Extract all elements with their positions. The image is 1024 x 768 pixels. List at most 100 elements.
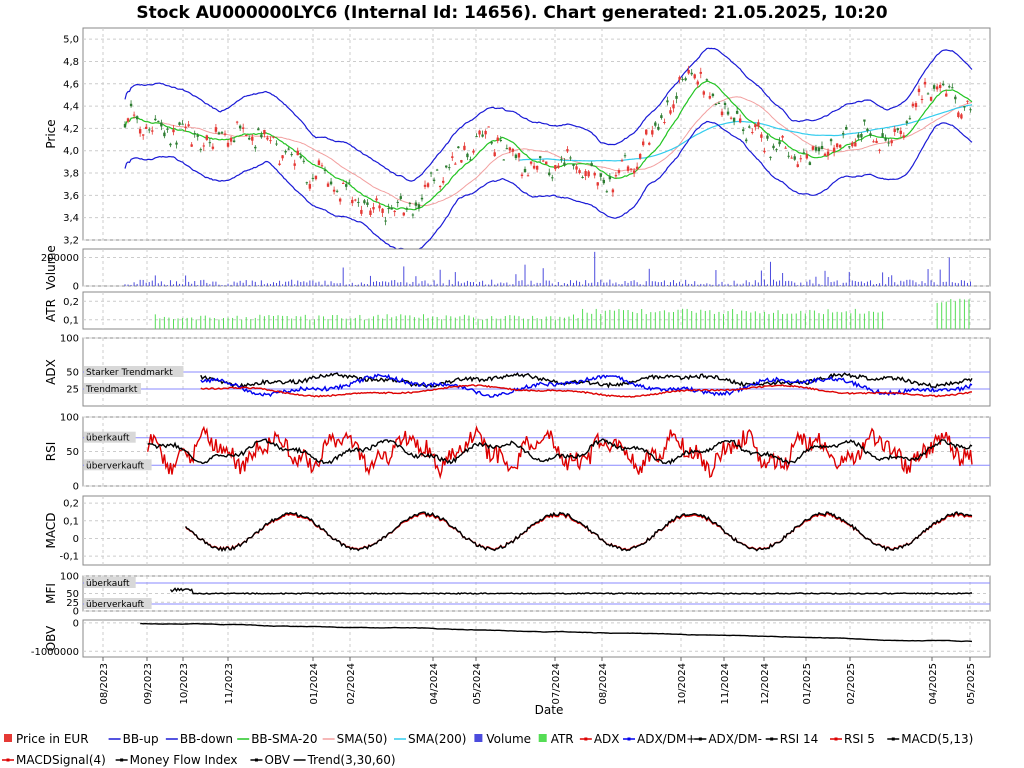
candle-body xyxy=(948,86,951,88)
candle-body xyxy=(884,137,887,141)
candle-body xyxy=(281,155,284,159)
candle-body xyxy=(481,134,484,137)
candle-body xyxy=(802,152,806,154)
legend-label: BB-up xyxy=(123,732,159,746)
legend-label: RSI 14 xyxy=(780,732,819,746)
candle-body xyxy=(411,214,415,216)
candle-body xyxy=(296,150,299,156)
candle-body xyxy=(902,135,906,138)
candle-body xyxy=(502,159,506,161)
panel-adx: 100 50 25 ADX Starker Trendmarkt Trendmarkt xyxy=(44,334,991,407)
candle-body xyxy=(966,100,969,102)
price-tick-label: 4,6 xyxy=(63,79,79,90)
price-tick-label: 3,4 xyxy=(63,213,79,224)
legend-label: SMA(200) xyxy=(408,732,466,746)
candle-body xyxy=(490,142,493,144)
mfi-axis-label: MFI xyxy=(44,583,58,604)
candle-body xyxy=(832,147,836,153)
bb-sma20-line xyxy=(124,80,973,211)
candle-body xyxy=(184,126,187,128)
sma200-line xyxy=(518,104,973,162)
candle-body xyxy=(220,132,224,134)
candle-body xyxy=(860,133,863,138)
x-tick-label: 07/2024 xyxy=(551,663,562,705)
candle-body xyxy=(951,87,954,89)
candle-body xyxy=(769,156,772,158)
candle-body xyxy=(748,126,751,128)
x-tick-label: 08/2024 xyxy=(598,663,609,705)
candle-body xyxy=(305,182,309,184)
candle-body xyxy=(196,135,199,137)
legend-item: BB-down xyxy=(165,732,233,746)
candle-body xyxy=(148,129,151,131)
candle-body xyxy=(275,143,278,145)
rsi-zone-box xyxy=(84,459,152,471)
candle-body xyxy=(311,177,315,179)
candle-body xyxy=(705,79,709,81)
candle-body xyxy=(163,132,166,137)
candle-body xyxy=(875,140,878,143)
candle-body xyxy=(711,93,715,97)
candle-body xyxy=(257,128,260,131)
legend-marker xyxy=(698,737,702,741)
candle-body xyxy=(638,154,642,159)
candle-body xyxy=(775,149,778,151)
candle-body xyxy=(538,156,542,158)
candle-body xyxy=(399,196,402,199)
mfi-zone-label: überkauft xyxy=(86,579,130,589)
candle-body xyxy=(666,100,669,103)
candle-body xyxy=(266,137,269,140)
sma50-line xyxy=(124,96,973,207)
candle-body xyxy=(417,204,421,209)
candle-body xyxy=(584,171,587,176)
candle-body xyxy=(820,145,824,150)
macd-axis-label: MACD xyxy=(44,513,58,549)
legend-item: ADX/DM- xyxy=(694,732,762,746)
legend-item: Trend(3,30,60) xyxy=(293,753,396,767)
candle-body xyxy=(702,91,706,95)
x-tick-label: 11/2024 xyxy=(720,663,731,705)
bb-up-line xyxy=(124,47,973,182)
candle-body xyxy=(326,183,330,187)
candle-body xyxy=(478,130,481,135)
candle-body xyxy=(696,81,699,85)
candle-body xyxy=(887,142,890,144)
candle-body xyxy=(560,158,563,160)
candle-body xyxy=(293,163,296,166)
adx-axis-label: ADX xyxy=(44,359,58,385)
legend-label: ADX/DM- xyxy=(708,732,762,746)
atr-bars xyxy=(154,298,970,329)
candle-body xyxy=(387,208,390,210)
candle-body xyxy=(202,145,205,147)
candle-body xyxy=(732,117,736,122)
candle-body xyxy=(372,207,375,210)
price-tick-label: 4,4 xyxy=(63,102,79,113)
candle-body xyxy=(745,139,748,142)
candle-body xyxy=(672,104,675,109)
candle-body xyxy=(690,72,693,75)
candle-body xyxy=(645,129,648,135)
candle-body xyxy=(129,103,133,107)
candle-body xyxy=(817,147,821,152)
chart-title: Stock AU000000LYC6 (Internal Id: 14656).… xyxy=(136,3,887,23)
candle-body xyxy=(778,141,781,145)
candle-body xyxy=(157,120,160,122)
candle-body xyxy=(969,109,972,111)
price-tick-label: 5,0 xyxy=(63,35,79,46)
candle-body xyxy=(332,189,336,192)
candle-body xyxy=(545,161,548,165)
candle-body xyxy=(814,147,818,151)
candle-body xyxy=(320,165,324,167)
candle-body xyxy=(354,199,357,201)
candle-body xyxy=(563,162,566,166)
candle-body xyxy=(551,177,554,179)
candle-body xyxy=(299,156,302,158)
candle-body xyxy=(857,134,860,138)
candle-body xyxy=(217,132,221,135)
candle-body xyxy=(675,95,678,99)
candle-body xyxy=(287,148,290,150)
candle-body xyxy=(396,201,399,203)
candle-body xyxy=(911,103,915,107)
adx-zone-box xyxy=(84,366,184,377)
